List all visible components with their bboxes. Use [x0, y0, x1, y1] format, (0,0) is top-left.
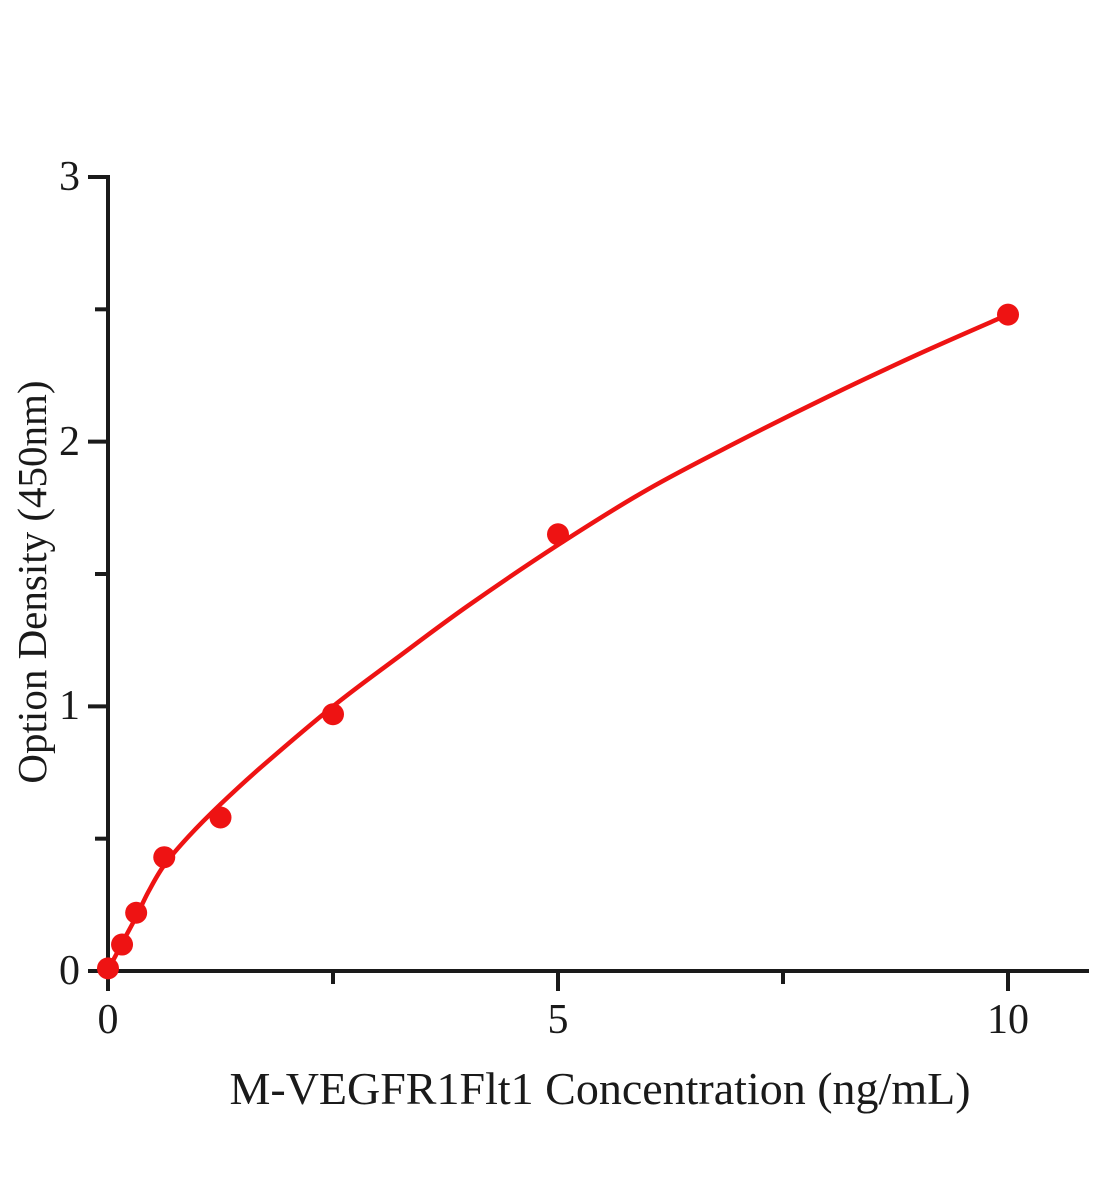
data-point: [209, 806, 232, 829]
data-point: [322, 703, 344, 726]
data-point: [997, 303, 1019, 326]
x-axis-title: M-VEGFR1Flt1 Concentration (ng/mL): [229, 1063, 971, 1114]
y-tick-label: 3: [59, 153, 80, 200]
y-tick-label: 2: [59, 418, 80, 465]
data-point: [125, 901, 148, 924]
data-point: [153, 846, 176, 869]
x-tick-label: 5: [547, 997, 569, 1043]
data-point: [111, 933, 134, 956]
x-tick-label: 10: [987, 997, 1029, 1043]
y-axis-title: Option Density (450nm): [9, 380, 55, 784]
data-point: [547, 523, 569, 546]
y-tick-label: 1: [59, 683, 80, 730]
fit-curve: [105, 312, 1011, 972]
x-tick-label: 0: [97, 997, 119, 1043]
data-point: [97, 957, 119, 980]
y-tick-label: 0: [59, 948, 80, 994]
